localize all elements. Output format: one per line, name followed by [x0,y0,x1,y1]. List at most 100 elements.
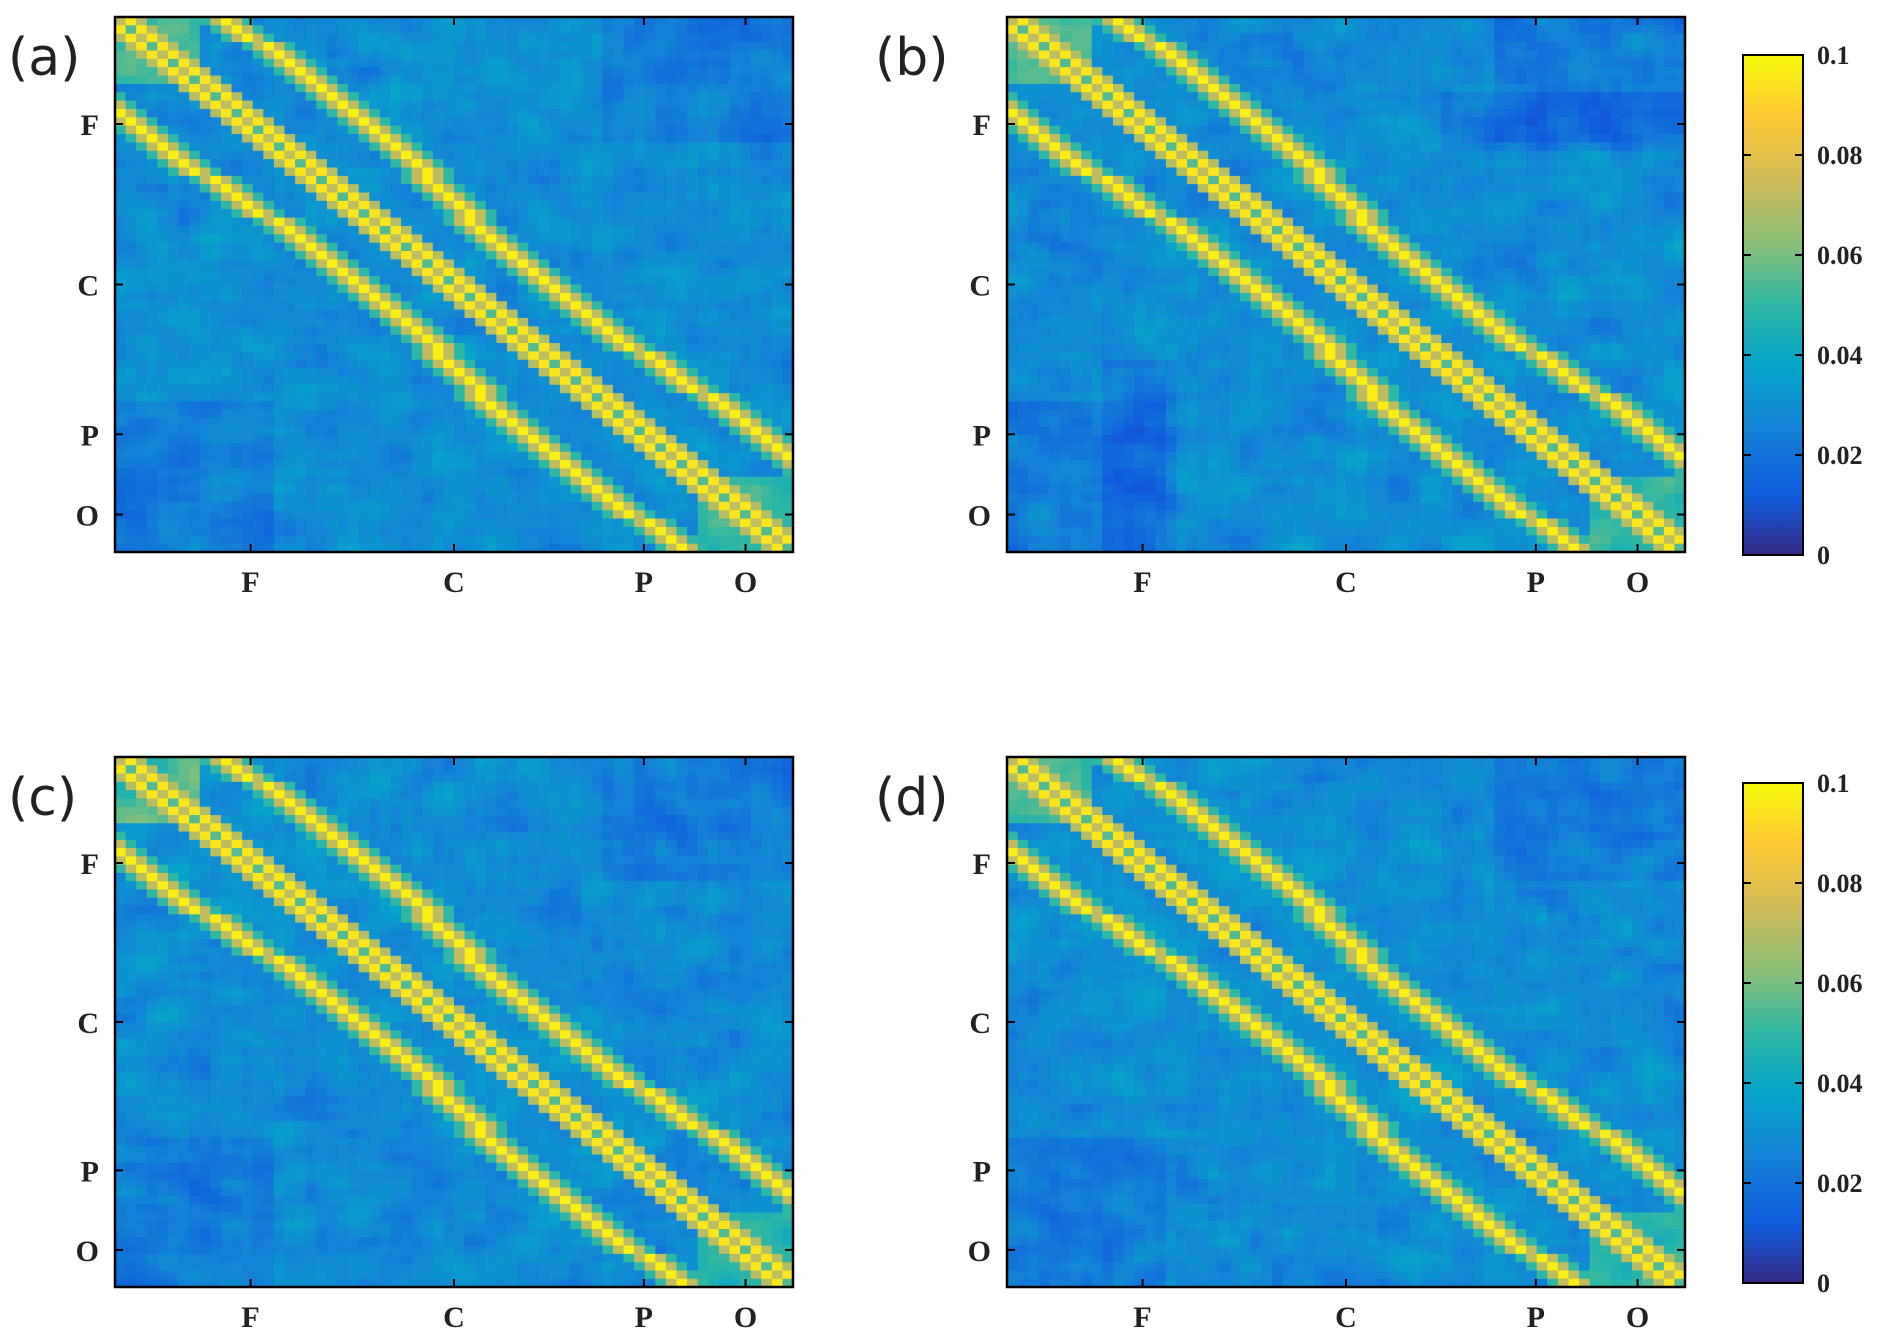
heatmap-cell [475,468,487,478]
heatmap-cell [263,259,275,269]
heatmap-cell [761,42,773,52]
heatmap-cell [708,92,720,102]
heatmap-cell [1155,75,1167,85]
heatmap-cell [729,284,741,294]
heatmap-cell [655,535,667,545]
heatmap-cell [517,501,529,511]
heatmap-cell [1632,25,1644,35]
heatmap-cell [1398,83,1411,93]
heatmap-cell [475,167,487,177]
heatmap-cell [506,267,519,277]
heatmap-cell [538,434,550,444]
heatmap-cell [1017,33,1029,43]
heatmap-cell [612,259,625,269]
heatmap-cell [1208,33,1220,43]
heatmap-cell [623,460,635,470]
heatmap-cell [1494,42,1506,52]
heatmap-cell [1377,67,1389,77]
heatmap-cell [538,326,550,336]
heatmap-cell [316,192,328,202]
heatmap-cell [485,301,497,311]
heatmap-cell [771,100,783,110]
heatmap-cell [263,434,275,444]
heatmap-cell [496,276,508,286]
heatmap-cell [1261,117,1273,127]
heatmap-cell [1155,58,1167,68]
heatmap-cell [464,334,476,344]
heatmap-cell [718,292,731,302]
heatmap-cell [1229,100,1241,110]
heatmap-cell [157,267,169,277]
heatmap-cell [559,33,572,43]
heatmap-cell [199,468,211,478]
heatmap-cell [146,159,158,169]
heatmap-cell [146,543,158,553]
heatmap-cell [252,317,264,327]
heatmap-cell [697,418,709,428]
heatmap-cell [189,184,201,194]
heatmap-cell [697,242,709,252]
heatmap-cell [411,401,423,411]
heatmap-cell [369,134,381,143]
heatmap-cell [602,401,614,411]
heatmap-cell [401,67,413,77]
heatmap-cell [1049,67,1061,77]
heatmap-cell [369,284,381,294]
heatmap-cell [178,526,190,536]
heatmap-cell [496,535,508,545]
heatmap-cell [581,217,593,227]
heatmap-cell [1388,50,1400,60]
heatmap-cell [591,426,603,436]
heatmap-cell [295,359,307,369]
heatmap-cell [782,83,794,93]
heatmap-cell [379,351,392,361]
heatmap-cell [581,167,593,177]
heatmap-cell [729,292,741,302]
heatmap-cell [1441,50,1453,60]
heatmap-cell [634,58,646,68]
heatmap-cell [485,309,497,319]
heatmap-cell [167,25,180,35]
heatmap-cell [464,326,476,336]
heatmap-cell [326,543,339,553]
heatmap-cell [348,284,360,294]
heatmap-cell [443,501,455,511]
heatmap-cell [189,493,201,503]
heatmap-cell [1632,117,1644,127]
heatmap-cell [284,42,296,52]
heatmap-cell [242,92,254,102]
heatmap-cell [454,460,466,470]
heatmap-cell [761,276,773,286]
heatmap-cell [210,225,222,235]
heatmap-cell [326,184,339,194]
heatmap-cell [1314,125,1326,135]
heatmap-cell [443,259,455,269]
heatmap-cell [178,309,190,319]
heatmap-cell [506,535,519,545]
heatmap-cell [750,209,762,219]
heatmap-cell [1367,125,1379,135]
heatmap-cell [422,301,434,311]
heatmap-cell [1038,75,1050,85]
heatmap-cell [125,267,137,277]
heatmap-cell [602,108,614,118]
heatmap-cell [761,83,773,93]
heatmap-cell [559,359,572,369]
heatmap-cell [401,251,413,261]
heatmap-cell [454,301,466,311]
heatmap-cell [623,192,635,202]
heatmap-cell [665,125,678,135]
heatmap-cell [506,476,519,486]
heatmap-cell [401,200,413,210]
heatmap-cell [665,426,678,436]
heatmap-cell [771,159,783,169]
heatmap-cell [644,184,656,194]
heatmap-cell [337,493,349,503]
heatmap-cell [464,460,476,470]
heatmap-cell [644,401,656,411]
heatmap-cell [1240,58,1252,68]
heatmap-cell [1007,83,1019,93]
heatmap-cell [1398,25,1411,35]
heatmap-cell [665,58,678,68]
heatmap-cell [655,67,667,77]
